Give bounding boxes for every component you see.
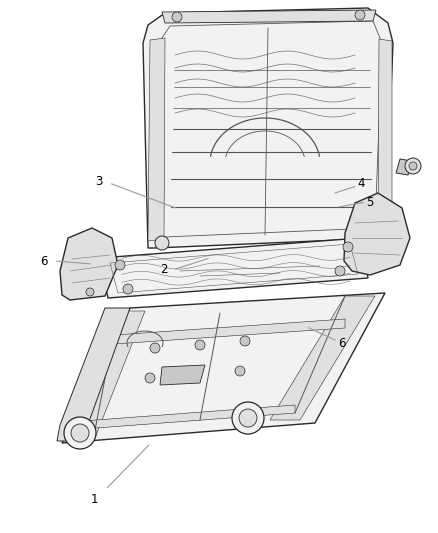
Circle shape bbox=[145, 373, 155, 383]
Polygon shape bbox=[143, 8, 393, 248]
Circle shape bbox=[239, 409, 257, 427]
Polygon shape bbox=[162, 10, 376, 23]
Circle shape bbox=[232, 402, 264, 434]
Polygon shape bbox=[100, 319, 345, 345]
Circle shape bbox=[190, 370, 200, 380]
Circle shape bbox=[123, 284, 133, 294]
Circle shape bbox=[405, 158, 421, 174]
Circle shape bbox=[409, 162, 417, 170]
Circle shape bbox=[335, 266, 345, 276]
Text: 6: 6 bbox=[338, 337, 346, 350]
Text: 1: 1 bbox=[90, 494, 98, 506]
Text: 5: 5 bbox=[367, 196, 374, 209]
Polygon shape bbox=[344, 193, 410, 275]
Circle shape bbox=[343, 242, 353, 252]
Text: 4: 4 bbox=[357, 177, 365, 190]
Polygon shape bbox=[396, 159, 412, 175]
Circle shape bbox=[64, 417, 96, 449]
Polygon shape bbox=[100, 238, 368, 298]
Polygon shape bbox=[160, 365, 205, 385]
Circle shape bbox=[355, 10, 365, 20]
Polygon shape bbox=[270, 296, 375, 420]
Text: 3: 3 bbox=[95, 175, 102, 188]
Text: 2: 2 bbox=[160, 263, 168, 276]
Circle shape bbox=[155, 236, 169, 250]
Polygon shape bbox=[70, 405, 295, 430]
Polygon shape bbox=[378, 39, 392, 235]
Polygon shape bbox=[62, 293, 385, 443]
Circle shape bbox=[150, 343, 160, 353]
Polygon shape bbox=[60, 228, 118, 300]
Circle shape bbox=[115, 260, 125, 270]
Polygon shape bbox=[148, 38, 165, 241]
Circle shape bbox=[172, 12, 182, 22]
Circle shape bbox=[235, 366, 245, 376]
Circle shape bbox=[195, 340, 205, 350]
Circle shape bbox=[240, 336, 250, 346]
Polygon shape bbox=[57, 308, 130, 441]
Circle shape bbox=[368, 229, 382, 243]
Text: 6: 6 bbox=[40, 255, 48, 268]
Circle shape bbox=[86, 288, 94, 296]
Polygon shape bbox=[68, 311, 145, 438]
Circle shape bbox=[71, 424, 89, 442]
